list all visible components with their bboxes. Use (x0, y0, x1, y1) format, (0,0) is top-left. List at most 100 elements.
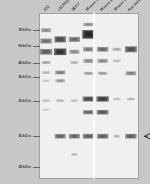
FancyBboxPatch shape (57, 100, 63, 102)
FancyBboxPatch shape (42, 61, 50, 64)
FancyBboxPatch shape (128, 48, 133, 51)
Text: Mouse brain: Mouse brain (86, 0, 106, 12)
FancyBboxPatch shape (114, 98, 119, 100)
Text: 15kDa: 15kDa (18, 134, 32, 138)
FancyBboxPatch shape (83, 23, 94, 26)
FancyBboxPatch shape (69, 134, 80, 139)
FancyBboxPatch shape (100, 111, 105, 113)
FancyBboxPatch shape (85, 111, 92, 114)
FancyBboxPatch shape (44, 109, 49, 111)
FancyBboxPatch shape (115, 135, 119, 137)
FancyBboxPatch shape (84, 135, 93, 138)
FancyBboxPatch shape (125, 134, 137, 139)
FancyBboxPatch shape (113, 60, 121, 62)
Text: 35kDa: 35kDa (18, 75, 32, 79)
FancyBboxPatch shape (127, 47, 135, 52)
FancyBboxPatch shape (42, 50, 50, 54)
FancyBboxPatch shape (98, 72, 107, 75)
FancyBboxPatch shape (45, 109, 48, 110)
FancyBboxPatch shape (57, 80, 64, 82)
FancyBboxPatch shape (83, 134, 94, 139)
FancyBboxPatch shape (85, 59, 92, 62)
Text: 55kDa: 55kDa (17, 44, 32, 48)
FancyBboxPatch shape (86, 135, 91, 137)
FancyBboxPatch shape (42, 39, 50, 43)
FancyBboxPatch shape (56, 37, 64, 42)
Text: 10kDa: 10kDa (18, 165, 32, 169)
FancyBboxPatch shape (72, 135, 77, 137)
FancyBboxPatch shape (71, 50, 78, 53)
FancyBboxPatch shape (55, 134, 66, 139)
FancyBboxPatch shape (73, 62, 76, 63)
FancyBboxPatch shape (45, 80, 48, 81)
FancyBboxPatch shape (58, 72, 62, 73)
FancyBboxPatch shape (70, 135, 78, 138)
FancyBboxPatch shape (115, 98, 118, 100)
FancyBboxPatch shape (127, 135, 135, 138)
FancyBboxPatch shape (83, 47, 94, 52)
FancyBboxPatch shape (86, 48, 91, 50)
FancyBboxPatch shape (42, 29, 50, 32)
Text: LO2: LO2 (43, 4, 51, 12)
FancyBboxPatch shape (99, 135, 107, 138)
FancyBboxPatch shape (127, 72, 135, 75)
FancyBboxPatch shape (99, 59, 106, 62)
FancyBboxPatch shape (83, 59, 94, 63)
FancyBboxPatch shape (55, 71, 65, 74)
FancyBboxPatch shape (40, 38, 52, 44)
FancyBboxPatch shape (58, 80, 62, 82)
FancyBboxPatch shape (97, 47, 108, 52)
FancyBboxPatch shape (97, 110, 108, 114)
FancyBboxPatch shape (69, 50, 80, 54)
Text: MCF7: MCF7 (72, 1, 82, 12)
FancyBboxPatch shape (69, 37, 80, 42)
FancyBboxPatch shape (114, 48, 120, 51)
FancyBboxPatch shape (99, 72, 106, 75)
FancyBboxPatch shape (70, 61, 78, 64)
FancyBboxPatch shape (86, 60, 91, 62)
FancyBboxPatch shape (82, 30, 95, 39)
FancyBboxPatch shape (85, 48, 92, 51)
FancyBboxPatch shape (44, 80, 49, 82)
FancyBboxPatch shape (98, 97, 107, 101)
Text: 25kDa: 25kDa (18, 99, 32, 103)
FancyBboxPatch shape (129, 98, 133, 100)
FancyBboxPatch shape (56, 49, 64, 54)
FancyBboxPatch shape (86, 111, 91, 113)
FancyBboxPatch shape (58, 135, 63, 137)
FancyBboxPatch shape (129, 72, 133, 74)
FancyBboxPatch shape (84, 72, 93, 75)
FancyBboxPatch shape (70, 38, 78, 41)
FancyBboxPatch shape (58, 38, 63, 41)
FancyBboxPatch shape (100, 135, 105, 137)
FancyBboxPatch shape (43, 61, 49, 64)
Text: Mouse kidney: Mouse kidney (100, 0, 122, 12)
FancyBboxPatch shape (44, 29, 48, 31)
FancyBboxPatch shape (86, 98, 91, 100)
FancyBboxPatch shape (43, 100, 49, 102)
Text: 70kDa: 70kDa (18, 28, 32, 32)
FancyBboxPatch shape (44, 40, 48, 42)
FancyBboxPatch shape (72, 100, 77, 102)
FancyBboxPatch shape (128, 98, 134, 100)
FancyBboxPatch shape (42, 109, 50, 111)
FancyBboxPatch shape (42, 80, 50, 82)
FancyBboxPatch shape (127, 98, 135, 100)
Text: U-87MG: U-87MG (57, 0, 71, 12)
FancyBboxPatch shape (58, 100, 62, 101)
FancyBboxPatch shape (96, 96, 109, 102)
FancyBboxPatch shape (54, 36, 66, 43)
Text: Mouse liver: Mouse liver (114, 0, 133, 12)
FancyBboxPatch shape (73, 154, 76, 155)
FancyBboxPatch shape (58, 50, 63, 53)
FancyBboxPatch shape (101, 73, 105, 74)
FancyBboxPatch shape (56, 135, 64, 138)
FancyBboxPatch shape (84, 31, 93, 38)
FancyBboxPatch shape (44, 62, 48, 63)
FancyBboxPatch shape (72, 62, 77, 63)
FancyBboxPatch shape (41, 28, 51, 32)
FancyBboxPatch shape (42, 99, 50, 102)
FancyBboxPatch shape (112, 48, 121, 51)
Text: Rat kidney: Rat kidney (128, 0, 146, 12)
FancyBboxPatch shape (99, 48, 107, 51)
